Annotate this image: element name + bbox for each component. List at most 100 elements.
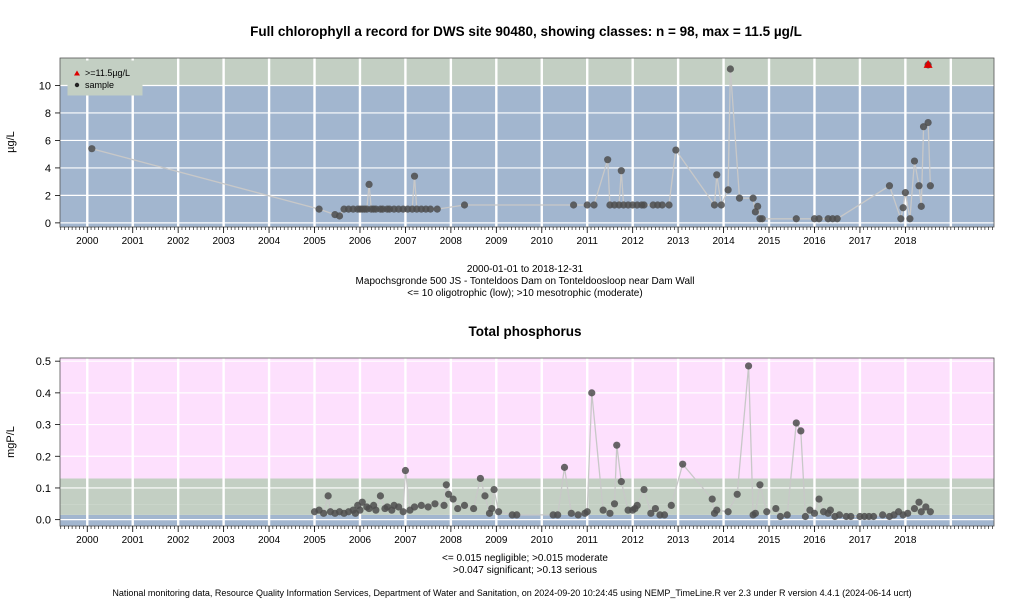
- y-tick-label: 0.4: [36, 388, 51, 400]
- x-tick-label: 2013: [667, 535, 690, 546]
- data-point: [879, 511, 887, 519]
- data-point: [460, 201, 469, 209]
- data-point: [710, 201, 719, 209]
- data-point: [906, 215, 914, 223]
- data-point: [442, 481, 450, 489]
- data-point: [469, 504, 478, 513]
- data-point: [926, 182, 934, 190]
- data-point: [744, 362, 753, 370]
- x-tick-label: 2002: [167, 535, 190, 546]
- data-point: [320, 509, 328, 517]
- x-tick-label: 2014: [712, 535, 735, 546]
- data-point: [444, 490, 453, 498]
- data-point: [758, 215, 766, 223]
- data-point: [324, 492, 332, 500]
- grid: [60, 58, 994, 227]
- data-point: [588, 389, 596, 397]
- caption-classes: >0.047 significant; >0.13 serious: [453, 565, 597, 576]
- data-point: [376, 492, 385, 500]
- y-axis-label: mgP/L: [5, 426, 17, 458]
- data-point: [917, 202, 925, 210]
- y-tick-label: 0.5: [36, 356, 51, 368]
- x-tick-label: 2017: [849, 236, 872, 247]
- x-tick-label: 2009: [485, 535, 508, 546]
- class-band: [60, 514, 994, 526]
- data-point: [922, 503, 930, 511]
- data-point: [488, 504, 496, 513]
- data-point: [756, 481, 764, 489]
- data-point: [897, 215, 905, 223]
- series-points: [88, 59, 934, 223]
- x-tick-label: 2001: [122, 535, 145, 546]
- data-point: [910, 157, 919, 165]
- x-tick-label: 2002: [167, 236, 190, 247]
- y-axis-label: µg/L: [5, 131, 17, 153]
- x-tick-label: 2000: [76, 535, 99, 546]
- data-point: [847, 512, 855, 521]
- data-point: [401, 466, 410, 475]
- data-point: [554, 511, 562, 519]
- data-point: [885, 182, 894, 190]
- data-point: [665, 201, 673, 209]
- class-band: [60, 85, 994, 227]
- data-point: [667, 501, 675, 509]
- data-point: [924, 118, 932, 127]
- data-point: [372, 506, 380, 514]
- class-band: [60, 358, 994, 479]
- y-tick-label: 8: [45, 108, 51, 120]
- data-point: [826, 506, 834, 514]
- data-point: [899, 204, 907, 212]
- data-point: [583, 508, 591, 516]
- data-point: [660, 511, 669, 519]
- x-tick-label: 2010: [531, 535, 554, 546]
- data-point: [801, 512, 809, 521]
- axes: 0 2 4 6 8 10 2000 2001 2002 2003 2004 2005 2006 2007 2…: [39, 57, 995, 247]
- axes: 0.0 0.1 0.2 0.3 0.4 0.5 2000 2001 2002 2003 2004 20…: [36, 356, 995, 546]
- data-point: [481, 492, 489, 500]
- data-point: [399, 508, 407, 516]
- data-point: [724, 186, 732, 194]
- data-point: [833, 215, 841, 223]
- data-point: [717, 201, 725, 209]
- plot-frame: [59, 57, 995, 228]
- data-point: [713, 171, 721, 179]
- data-point: [708, 495, 716, 503]
- data-point: [356, 506, 364, 514]
- legend: >=11.5µg/L sample: [67, 60, 143, 96]
- legend-entry: sample: [85, 80, 114, 90]
- x-tick-label: 2005: [303, 236, 326, 247]
- data-point: [869, 512, 878, 521]
- x-tick-label: 2016: [803, 535, 826, 546]
- y-tick-label: 10: [39, 80, 51, 92]
- class-band: [60, 504, 994, 515]
- data-point: [915, 498, 923, 506]
- data-point: [590, 201, 598, 209]
- data-point: [640, 485, 648, 494]
- legend-sample-marker: [74, 82, 80, 88]
- max-marker: [923, 59, 933, 68]
- y-tick-label: 0: [45, 218, 51, 230]
- x-tick-label: 2005: [303, 535, 326, 546]
- x-tick-label: 2016: [803, 236, 826, 247]
- x-tick-label: 2012: [622, 236, 645, 247]
- data-point: [613, 441, 621, 449]
- data-point: [754, 202, 762, 210]
- x-tick-label: 2000: [76, 236, 99, 247]
- y-tick-label: 6: [45, 135, 51, 147]
- x-tick-label: 2003: [212, 236, 235, 247]
- data-point: [560, 463, 569, 471]
- x-tick-label: 2015: [758, 236, 781, 247]
- data-point: [617, 167, 625, 175]
- data-point: [583, 201, 591, 209]
- data-point: [917, 508, 925, 516]
- x-tick-label: 2007: [394, 236, 417, 247]
- x-tick-label: 2013: [667, 236, 690, 247]
- grid: [60, 358, 994, 526]
- data-point: [751, 509, 759, 517]
- data-point: [726, 65, 734, 73]
- data-point: [88, 145, 96, 153]
- data-point: [926, 508, 934, 516]
- y-tick-label: 2: [45, 190, 51, 202]
- data-point: [315, 205, 323, 213]
- data-point: [901, 189, 909, 197]
